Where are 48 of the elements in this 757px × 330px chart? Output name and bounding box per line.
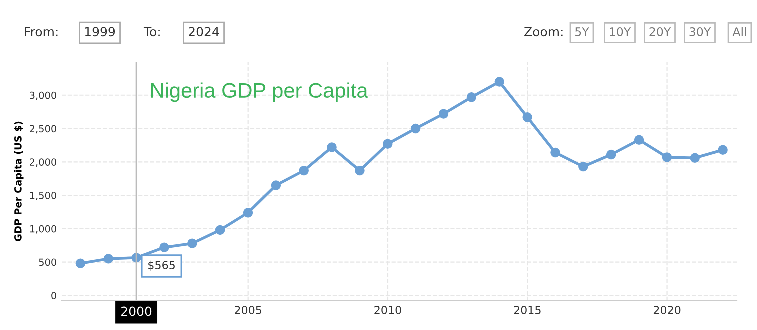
text: 2024: [189, 27, 220, 37]
point: [522, 112, 532, 122]
text: All: [732, 27, 746, 36]
y-tick-label: 3,000: [30, 92, 56, 100]
point: [355, 166, 365, 176]
text: From:: [25, 27, 58, 37]
y-tick-label: 0: [52, 292, 56, 300]
point: [215, 225, 226, 236]
point: [410, 124, 421, 134]
point: [299, 166, 309, 176]
point: [662, 152, 672, 162]
x-tick-label: 2015: [514, 306, 541, 314]
point: [466, 92, 477, 102]
point: [494, 77, 504, 87]
point: [578, 162, 588, 172]
point: [634, 135, 644, 145]
point: [383, 139, 393, 149]
y-tick-label: 1,000: [30, 225, 56, 234]
point: [104, 254, 114, 264]
x-tick-label: 2020: [654, 306, 681, 314]
point: [76, 258, 86, 268]
y-tick-label: 1,500: [30, 192, 56, 200]
y-tick-label: 2,000: [30, 158, 56, 167]
point: [606, 150, 616, 160]
point: [690, 153, 700, 163]
y-axis-title: GDP Per Capita (US $): [14, 122, 24, 242]
text: To:: [144, 27, 160, 37]
point: [327, 142, 337, 152]
point: [438, 109, 449, 119]
point: [718, 145, 728, 155]
text: 20Y: [650, 27, 672, 36]
point: [550, 148, 560, 158]
point: [160, 242, 170, 252]
text: 10Y: [610, 27, 632, 36]
point: [271, 180, 282, 190]
text: Zoom:: [524, 27, 563, 37]
annotation: $565: [148, 260, 175, 271]
point: [243, 208, 254, 218]
x-tick-label: 2005: [235, 306, 262, 314]
point: [188, 238, 198, 248]
y-tick-label: 2,500: [30, 125, 56, 134]
text: 5Y: [576, 28, 590, 36]
text: 30Y: [690, 27, 712, 36]
x-tick-label: 2010: [374, 306, 402, 314]
text: 1999: [85, 27, 116, 37]
y-tick-label: 500: [39, 258, 56, 266]
ref-line-label: 2000: [122, 306, 152, 316]
text: Nigeria GDP per Capita: [151, 82, 368, 102]
